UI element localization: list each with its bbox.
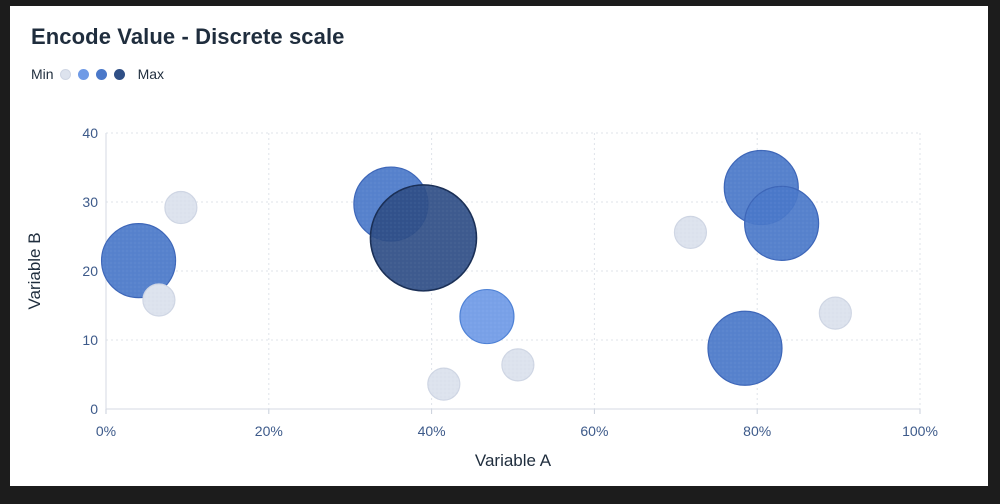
y-tick-label: 0 <box>90 401 98 417</box>
y-tick-label: 10 <box>82 332 98 348</box>
legend-dot-level-1 <box>59 68 71 80</box>
x-tick-label: 80% <box>743 423 771 439</box>
data-point <box>707 310 783 386</box>
bubble-texture <box>370 184 477 291</box>
grid <box>105 132 921 414</box>
legend: Min Max <box>31 65 164 83</box>
x-tick-label: 60% <box>580 423 608 439</box>
bubble-texture <box>427 368 460 401</box>
bubble-texture <box>459 289 514 344</box>
legend-dot-level-2 <box>77 68 89 80</box>
x-tick-label: 0% <box>96 423 116 439</box>
data-point <box>459 288 515 345</box>
bubble-texture <box>164 191 197 224</box>
data-point <box>164 190 198 225</box>
data-point <box>427 367 461 401</box>
data-point <box>100 223 177 299</box>
chart-title: Encode Value - Discrete scale <box>31 24 345 49</box>
scatter-plot: 0% 20% 40% 60% 80% 100% 0 10 20 30 40 Variable A V… <box>25 125 938 470</box>
bubble-texture <box>101 223 176 298</box>
legend-min-label: Min <box>31 66 54 82</box>
bubble-texture <box>501 348 534 381</box>
y-axis-title: Variable B <box>25 232 44 309</box>
tick-labels: 0% 20% 40% 60% 80% 100% 0 10 20 30 40 <box>82 125 937 439</box>
data-point <box>744 185 820 261</box>
bubble-texture <box>142 283 175 316</box>
data-point <box>818 296 852 330</box>
y-tick-label: 30 <box>82 194 98 210</box>
y-tick-label: 20 <box>82 263 98 279</box>
x-tick-label: 100% <box>902 423 938 439</box>
data-point <box>142 283 176 317</box>
bubble-texture <box>674 216 707 249</box>
bubble-texture <box>707 311 782 386</box>
chart-panel: Encode Value - Discrete scale Min Max 0%… <box>10 6 988 486</box>
x-tick-label: 40% <box>418 423 446 439</box>
legend-max-label: Max <box>137 66 165 82</box>
legend-dot-level-3 <box>95 68 107 80</box>
x-axis-title: Variable A <box>475 451 552 470</box>
legend-dot-level-4 <box>113 68 125 80</box>
bubble-texture <box>744 186 819 261</box>
data-point <box>369 184 478 292</box>
data-point <box>673 215 708 249</box>
data-points <box>100 149 852 401</box>
data-point <box>501 348 535 382</box>
x-tick-label: 20% <box>255 423 283 439</box>
y-tick-label: 40 <box>82 125 98 141</box>
bubble-texture <box>819 297 852 330</box>
